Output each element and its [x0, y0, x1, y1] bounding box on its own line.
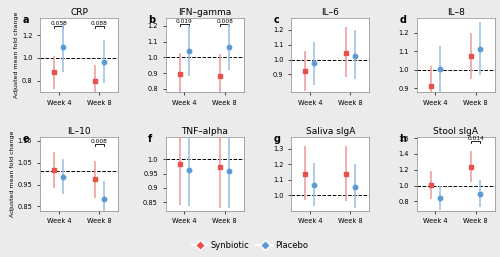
- Text: g: g: [274, 134, 281, 144]
- Text: 0.008: 0.008: [90, 139, 108, 144]
- Title: Stool sIgA: Stool sIgA: [434, 127, 478, 136]
- Legend: Synbiotic, Placebo: Synbiotic, Placebo: [188, 237, 312, 253]
- Text: b: b: [148, 15, 156, 25]
- Text: c: c: [274, 15, 280, 25]
- Text: 0.088: 0.088: [90, 21, 108, 26]
- Title: Saliva sIgA: Saliva sIgA: [306, 127, 355, 136]
- Text: 0.014: 0.014: [468, 136, 484, 141]
- Text: h: h: [400, 134, 406, 144]
- Text: a: a: [22, 15, 29, 25]
- Title: CRP: CRP: [70, 8, 88, 17]
- Text: e: e: [22, 134, 30, 144]
- Y-axis label: Adjusted mean fold change: Adjusted mean fold change: [14, 12, 19, 98]
- Title: IL–6: IL–6: [322, 8, 339, 17]
- Text: 0.058: 0.058: [50, 21, 68, 26]
- Title: IL–10: IL–10: [68, 127, 91, 136]
- Text: 0.008: 0.008: [216, 19, 233, 24]
- Text: d: d: [400, 15, 406, 25]
- Title: IL–8: IL–8: [447, 8, 464, 17]
- Text: f: f: [148, 134, 152, 144]
- Title: TNF–alpha: TNF–alpha: [182, 127, 228, 136]
- Y-axis label: Adjusted mean fold change: Adjusted mean fold change: [10, 131, 14, 217]
- Text: 0.019: 0.019: [176, 19, 192, 24]
- Title: IFN–gamma: IFN–gamma: [178, 8, 232, 17]
